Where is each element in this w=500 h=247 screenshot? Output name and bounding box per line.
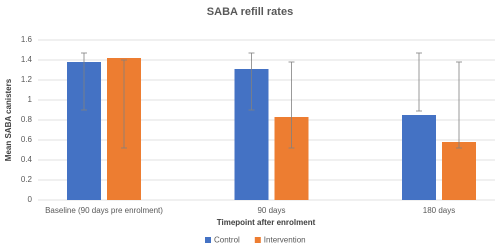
y-tick-label: 0.6 — [21, 135, 33, 144]
y-tick-label: 1.6 — [21, 35, 33, 44]
legend-label: Intervention — [264, 236, 306, 245]
y-tick-label: 1.4 — [21, 55, 33, 64]
legend-label: Control — [214, 236, 240, 245]
legend-swatch — [254, 237, 261, 243]
legend-swatch — [205, 237, 211, 243]
y-tick-label: 0 — [28, 195, 33, 204]
chart-title: SABA refill rates — [207, 6, 293, 18]
y-tick-label: 0.8 — [21, 115, 33, 124]
y-tick-label: 0.2 — [21, 175, 33, 184]
y-tick-label: 1.2 — [21, 75, 33, 84]
y-axis-title: Mean SABA canisters — [4, 78, 13, 161]
x-tick-label: 90 days — [257, 206, 285, 215]
y-tick-label: 1 — [28, 95, 33, 104]
x-tick-label: 180 days — [423, 206, 455, 215]
bar — [442, 142, 476, 200]
y-tick-label: 0.4 — [21, 155, 33, 164]
x-tick-label: Baseline (90 days pre enrolment) — [45, 206, 163, 215]
x-axis-title: Timepoint after enrolment — [217, 218, 316, 227]
bar — [402, 115, 436, 200]
